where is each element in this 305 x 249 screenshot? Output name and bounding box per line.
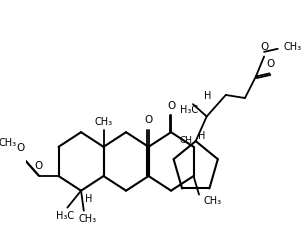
Text: CH₃: CH₃ <box>0 138 17 148</box>
Text: CH₃: CH₃ <box>283 42 301 52</box>
Text: O: O <box>34 161 42 171</box>
Text: O: O <box>260 42 268 52</box>
Text: CH₃: CH₃ <box>79 214 97 224</box>
Text: H₃C: H₃C <box>56 211 74 221</box>
Text: H: H <box>85 194 92 204</box>
Text: O: O <box>167 101 175 111</box>
Text: H₃C: H₃C <box>180 105 199 115</box>
Text: CH₃: CH₃ <box>203 196 221 206</box>
Text: CH: CH <box>179 136 192 145</box>
Text: O: O <box>145 115 153 125</box>
Text: CH₃: CH₃ <box>95 117 113 127</box>
Text: O: O <box>267 59 275 69</box>
Text: O: O <box>16 143 24 153</box>
Text: H: H <box>204 91 212 101</box>
Text: H: H <box>198 131 205 141</box>
